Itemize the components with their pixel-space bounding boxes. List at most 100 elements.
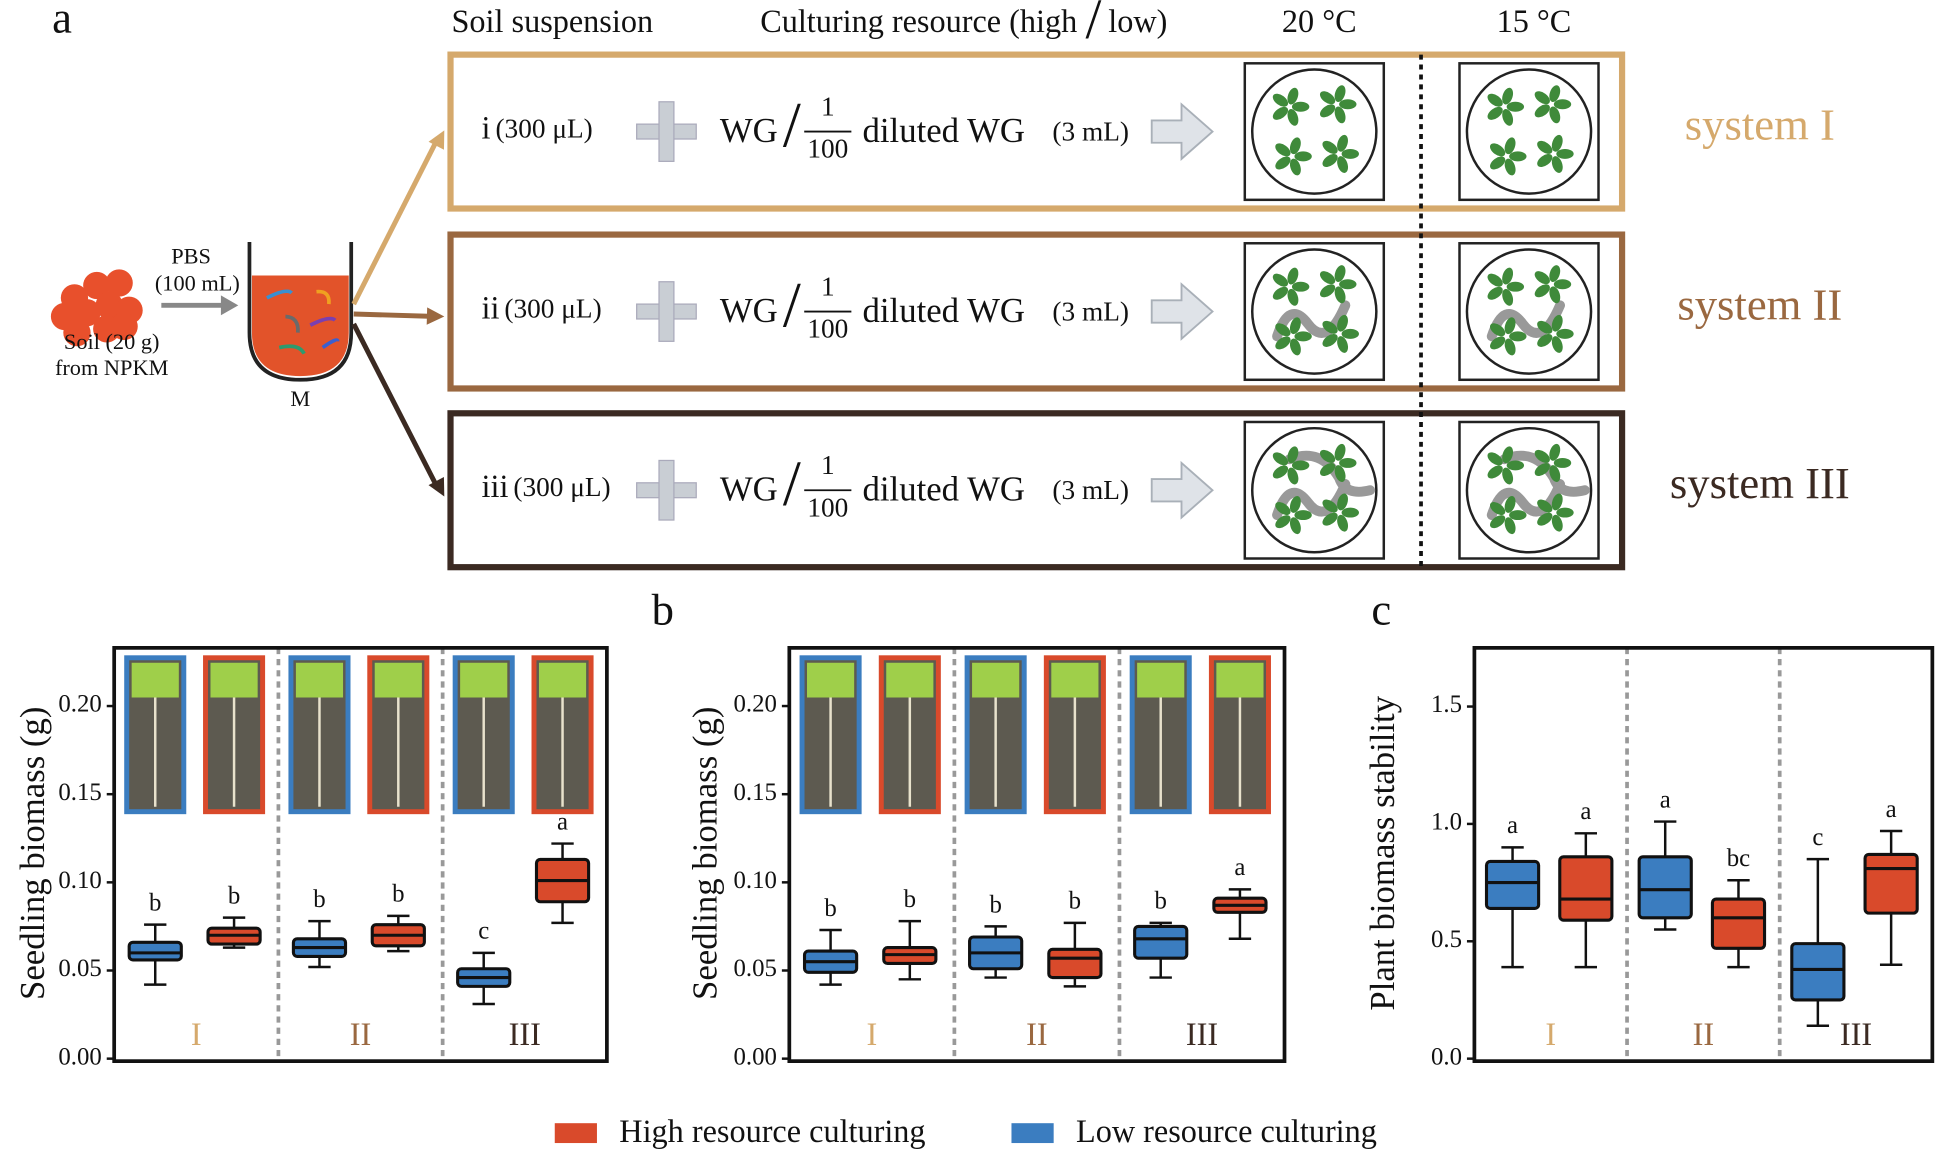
plate-frame [1458, 242, 1600, 382]
inoculum-volume: (300 μL) [504, 294, 601, 324]
plant-leaf [1319, 449, 1336, 463]
seedling-leaves [1137, 662, 1185, 698]
diluted: diluted WG [863, 291, 1025, 330]
plus-icon [658, 101, 675, 162]
plant-leaf [1294, 331, 1312, 342]
plant-leaf [1272, 465, 1289, 479]
plant-leaf [1487, 452, 1503, 466]
plant-leaf [1291, 460, 1310, 471]
significance-letter: b [313, 886, 325, 913]
plant-leaf [1272, 286, 1289, 300]
plant-leaf [1537, 320, 1553, 334]
plant-leaf [1319, 104, 1336, 118]
plate [1465, 426, 1593, 554]
box [1863, 852, 1919, 915]
plant-leaf [1319, 284, 1336, 298]
plant-leaf [1549, 106, 1561, 124]
fraction: 100 [807, 314, 848, 344]
plant-leaf [1275, 143, 1291, 157]
significance-letter: b [149, 890, 161, 917]
significance-letter: b [1069, 888, 1081, 915]
plant-leaf [1275, 502, 1291, 516]
plant-leaf [1289, 317, 1301, 335]
medium-volume: (3 mL) [1052, 296, 1129, 326]
plant-leaf [1289, 338, 1301, 356]
system-label: system I [1685, 99, 1835, 149]
seedling-leaves [807, 662, 855, 698]
legend-swatch [1011, 1123, 1054, 1144]
soil-particle [110, 312, 138, 341]
y-tick-label: 0.05 [733, 955, 776, 982]
box [127, 940, 183, 962]
plant-leaf [1504, 517, 1516, 535]
y-tick-label: 0.10 [58, 867, 101, 894]
panel-label: c [1371, 585, 1391, 635]
plant-leaf [1534, 284, 1550, 298]
plant-leaf [1272, 452, 1289, 466]
fraction: 100 [807, 134, 848, 164]
fraction: 1 [821, 92, 835, 122]
inoculum-id: i [482, 110, 491, 146]
medium-volume: (3 mL) [1052, 116, 1129, 146]
plant-leaf [1272, 273, 1289, 287]
plant-leaf [1322, 320, 1338, 334]
beaker [247, 242, 354, 382]
seedling-leaves [460, 662, 508, 698]
microbe [316, 289, 331, 305]
plant-leaf [1334, 286, 1346, 304]
soil-text: Soil (20 g) [64, 329, 160, 354]
inoculum-volume: (300 μL) [513, 473, 610, 503]
plant-leaf [1534, 91, 1550, 105]
significance-letter: b [392, 881, 404, 908]
plant-leaf [1537, 140, 1553, 154]
process-arrow [1150, 102, 1214, 161]
y-axis-title: Plant biomass stability [1363, 695, 1402, 1010]
plant-leaf [1275, 336, 1291, 350]
significance-letter: b [904, 886, 916, 913]
plant-leaf [1287, 87, 1299, 105]
box [1484, 859, 1541, 910]
plant-leaf [1551, 314, 1563, 332]
plant-leaf [1319, 271, 1336, 285]
y-tick-label: 0.0 [1431, 1043, 1462, 1070]
plot-frame [787, 646, 1287, 1063]
fraction: 1 [821, 271, 835, 301]
significance-letter: b [824, 895, 836, 922]
plant-leaf [1537, 512, 1553, 526]
fraction: 100 [807, 492, 848, 522]
plant-leaf [1275, 156, 1291, 170]
plant-leaf [1337, 156, 1349, 173]
y-tick-label: 0.5 [1431, 926, 1462, 953]
seedling-leaves [972, 662, 1020, 698]
group-label: II [1693, 1016, 1714, 1052]
system-label: system II [1677, 279, 1842, 329]
plant-leaf [1289, 517, 1301, 535]
y-axis-title: Seedling biomass (g) [686, 707, 725, 1000]
group-label: III [1186, 1016, 1218, 1052]
system-box [447, 410, 1626, 571]
legend-label: Low resource culturing [1076, 1113, 1377, 1149]
plant-leaf [1553, 99, 1572, 110]
plant-leaf [1337, 493, 1348, 511]
system-box [447, 51, 1626, 212]
y-tick-label: 0.15 [58, 779, 101, 806]
plate [1251, 68, 1378, 195]
plant-leaf [1504, 338, 1516, 356]
plant-leaf [1553, 279, 1572, 290]
plant-leaf [1509, 151, 1527, 162]
plant-leaf [1337, 134, 1348, 152]
plant-leaf [1322, 333, 1338, 347]
group-label: II [1026, 1016, 1047, 1052]
significance-letter: b [228, 882, 240, 909]
plant-leaf [1341, 148, 1359, 159]
plant-leaf [1534, 271, 1550, 285]
plant-leaf [1287, 108, 1299, 126]
soil-text: from NPKM [55, 355, 169, 380]
y-tick-label: 1.5 [1431, 691, 1462, 718]
seedling-leaves [886, 662, 934, 698]
plant-leaf [1334, 465, 1346, 482]
plant-leaf [1275, 323, 1291, 337]
seedling-leaves [131, 662, 179, 698]
plant-leaf [1549, 265, 1561, 283]
significance-letter: a [1660, 786, 1671, 813]
